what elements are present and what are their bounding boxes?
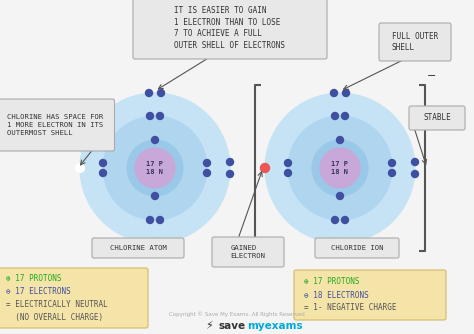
Circle shape xyxy=(389,169,395,176)
Circle shape xyxy=(146,90,153,97)
Circle shape xyxy=(227,159,234,166)
Circle shape xyxy=(261,164,270,172)
Circle shape xyxy=(152,137,158,144)
FancyBboxPatch shape xyxy=(212,237,284,267)
Circle shape xyxy=(337,192,344,199)
Text: STABLE: STABLE xyxy=(423,114,451,123)
Text: −: − xyxy=(427,71,437,81)
Circle shape xyxy=(312,140,368,196)
Circle shape xyxy=(146,239,153,246)
Circle shape xyxy=(157,90,164,97)
Text: ⊖ 17 ELECTRONS: ⊖ 17 ELECTRONS xyxy=(6,287,71,296)
Circle shape xyxy=(284,169,292,176)
FancyBboxPatch shape xyxy=(0,99,115,151)
Circle shape xyxy=(203,160,210,167)
Circle shape xyxy=(320,148,360,188)
Text: myexams: myexams xyxy=(247,321,302,331)
Circle shape xyxy=(330,239,337,246)
Circle shape xyxy=(100,160,107,167)
FancyBboxPatch shape xyxy=(315,238,399,258)
Text: FULL OUTER
SHELL: FULL OUTER SHELL xyxy=(392,32,438,52)
Text: Copyright © Save My Exams. All Rights Reserved: Copyright © Save My Exams. All Rights Re… xyxy=(169,311,305,317)
Circle shape xyxy=(288,116,392,220)
Text: ⊕ 17 PROTONS: ⊕ 17 PROTONS xyxy=(6,274,62,283)
FancyBboxPatch shape xyxy=(0,268,148,328)
Circle shape xyxy=(156,113,164,120)
Circle shape xyxy=(331,113,338,120)
Circle shape xyxy=(341,216,348,223)
Circle shape xyxy=(156,216,164,223)
Circle shape xyxy=(411,170,419,177)
Circle shape xyxy=(157,239,164,246)
Circle shape xyxy=(227,170,234,177)
Circle shape xyxy=(343,90,349,97)
Circle shape xyxy=(341,113,348,120)
Circle shape xyxy=(100,169,107,176)
Text: CHLORINE ATOM: CHLORINE ATOM xyxy=(109,245,166,251)
Text: IT IS EASIER TO GAIN
1 ELECTRON THAN TO LOSE
7 TO ACHIEVE A FULL
OUTER SHELL OF : IT IS EASIER TO GAIN 1 ELECTRON THAN TO … xyxy=(174,6,285,50)
Text: save: save xyxy=(219,321,246,331)
Circle shape xyxy=(343,239,349,246)
Text: CHLORIDE ION: CHLORIDE ION xyxy=(331,245,383,251)
FancyBboxPatch shape xyxy=(133,0,327,59)
Circle shape xyxy=(80,93,230,243)
Circle shape xyxy=(152,192,158,199)
Text: (NO OVERALL CHARGE): (NO OVERALL CHARGE) xyxy=(6,313,103,322)
FancyBboxPatch shape xyxy=(379,23,451,61)
Text: ⊕ 17 PROTONS: ⊕ 17 PROTONS xyxy=(304,278,359,287)
Circle shape xyxy=(146,113,154,120)
Circle shape xyxy=(389,160,395,167)
Circle shape xyxy=(411,159,419,166)
Circle shape xyxy=(127,140,183,196)
Circle shape xyxy=(135,148,175,188)
Circle shape xyxy=(103,116,207,220)
Text: 17 P
18 N: 17 P 18 N xyxy=(331,161,348,175)
FancyBboxPatch shape xyxy=(294,270,446,320)
Text: GAINED
ELECTRON: GAINED ELECTRON xyxy=(230,245,265,259)
Circle shape xyxy=(75,164,84,172)
Text: 17 P
18 N: 17 P 18 N xyxy=(146,161,164,175)
Circle shape xyxy=(337,137,344,144)
Text: ⊖ 18 ELECTRONS: ⊖ 18 ELECTRONS xyxy=(304,291,369,300)
Text: = ELECTRICALLY NEUTRAL: = ELECTRICALLY NEUTRAL xyxy=(6,300,108,309)
Text: = 1- NEGATIVE CHARGE: = 1- NEGATIVE CHARGE xyxy=(304,304,396,313)
Circle shape xyxy=(203,169,210,176)
FancyBboxPatch shape xyxy=(92,238,184,258)
Text: ⚡: ⚡ xyxy=(205,321,213,331)
Circle shape xyxy=(284,160,292,167)
Text: CHLORINE HAS SPACE FOR
1 MORE ELECTRON IN ITS
OUTERMOST SHELL: CHLORINE HAS SPACE FOR 1 MORE ELECTRON I… xyxy=(7,114,103,136)
FancyBboxPatch shape xyxy=(409,106,465,130)
Circle shape xyxy=(330,90,337,97)
Circle shape xyxy=(146,216,154,223)
Circle shape xyxy=(331,216,338,223)
Circle shape xyxy=(265,93,415,243)
